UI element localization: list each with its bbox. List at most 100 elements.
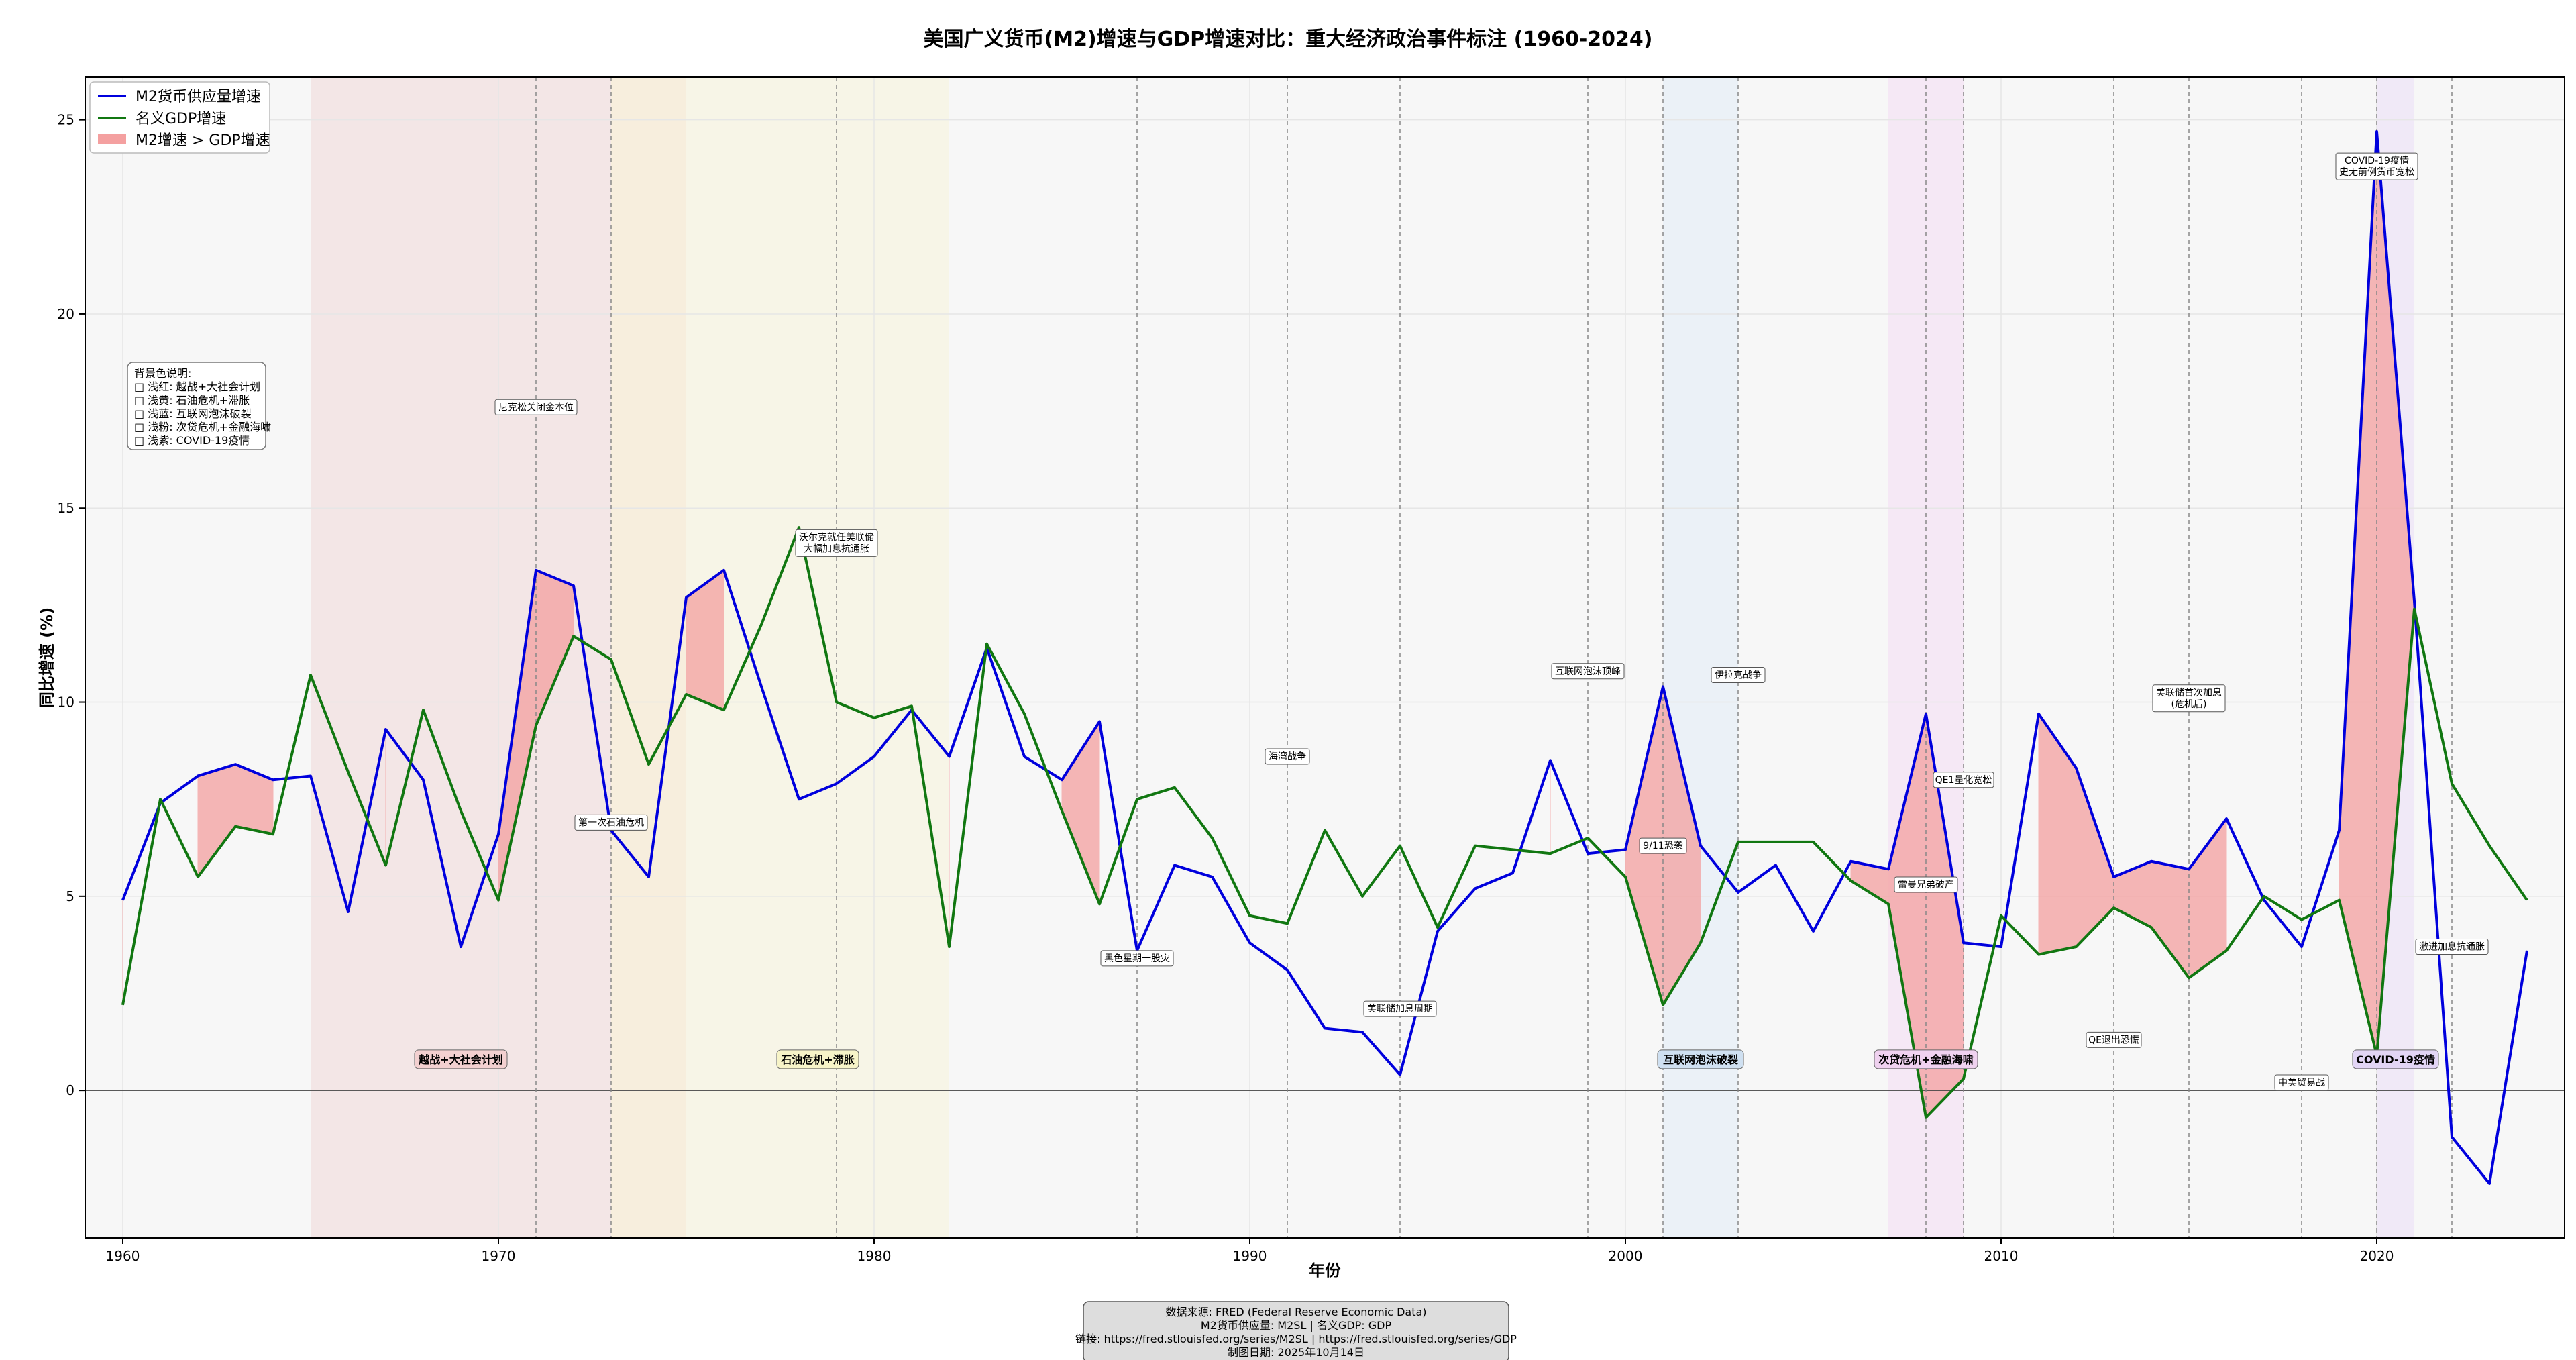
event-label-box xyxy=(494,399,578,415)
y-tick-label: 0 xyxy=(66,1082,74,1098)
event-label-box xyxy=(2152,684,2226,713)
event-label: 雷曼兄弟破产 xyxy=(1894,876,1958,893)
period-band xyxy=(611,77,686,1238)
period-label: 石油危机+滞胀 xyxy=(776,1049,859,1069)
event-label: 尼克松关闭金本位 xyxy=(494,399,578,415)
event-label-text: 第一次石油危机 xyxy=(578,817,644,828)
event-label: 9/11恐袭 xyxy=(1639,837,1687,854)
event-label-text: COVID-19疫情 xyxy=(2345,156,2409,166)
period-label-box xyxy=(776,1049,859,1069)
background-note-line: 背景色说明: xyxy=(134,367,191,380)
event-label: 伊拉克战争 xyxy=(1711,667,1766,684)
period-label-box xyxy=(414,1049,508,1069)
period-label-box xyxy=(2352,1049,2439,1069)
x-tick-label: 2010 xyxy=(1984,1248,2019,1264)
source-box: 数据来源: FRED (Federal Reserve Economic Dat… xyxy=(1075,1301,1517,1360)
event-label: 第一次石油危机 xyxy=(574,814,648,831)
event-label-text: 尼克松关闭金本位 xyxy=(498,402,574,413)
background-note-line: □ 浅蓝: 互联网泡沫破裂 xyxy=(134,407,252,420)
event-label-text: 互联网泡沫顶峰 xyxy=(1555,666,1621,677)
event-label: 激进加息抗通胀 xyxy=(2415,939,2489,955)
event-label-text: (危机后) xyxy=(2171,699,2207,710)
event-label-box xyxy=(2415,939,2489,955)
period-label-text: 石油危机+滞胀 xyxy=(780,1053,854,1066)
period-label: 次贷危机+金融海啸 xyxy=(1874,1049,1978,1069)
event-label-box xyxy=(1639,837,1687,854)
period-band xyxy=(686,77,949,1238)
event-label: 海湾战争 xyxy=(1265,748,1310,765)
background-note: 背景色说明: □ 浅红: 越战+大社会计划 □ 浅黄: 石油危机+滞胀 □ 浅蓝… xyxy=(127,362,271,450)
event-label: QE退出恐慌 xyxy=(2086,1031,2142,1048)
event-label: 中美贸易战 xyxy=(2274,1074,2329,1091)
period-label-box xyxy=(1657,1049,1744,1069)
y-tick-label: 10 xyxy=(58,694,74,711)
event-label-text: 大幅加息抗通胀 xyxy=(804,543,869,554)
event-label-box xyxy=(1363,1000,1437,1017)
chart-title: 美国广义货币(M2)增速与GDP增速对比：重大经济政治事件标注 (1960-20… xyxy=(924,28,1653,51)
event-label: QE1量化宽松 xyxy=(1933,772,1994,788)
source-line: 数据来源: FRED (Federal Reserve Economic Dat… xyxy=(1165,1306,1426,1318)
period-label-text: COVID-19疫情 xyxy=(2356,1053,2435,1066)
background-note-line: □ 浅紫: COVID-19疫情 xyxy=(134,434,250,447)
y-tick-label: 5 xyxy=(66,888,74,904)
x-tick-label: 1980 xyxy=(857,1248,892,1264)
y-tick-label: 15 xyxy=(58,500,74,516)
event-label-box xyxy=(1894,876,1958,893)
background-note-line: □ 浅粉: 次贷危机+金融海啸 xyxy=(134,421,271,433)
legend: M2货币供应量增速 名义GDP增速 M2增速 > GDP增速 xyxy=(89,81,270,154)
event-label-box xyxy=(2335,152,2418,180)
period-label-box xyxy=(1874,1049,1978,1069)
event-label-text: 美联储加息周期 xyxy=(1367,1003,1433,1014)
background-note-line: □ 浅红: 越战+大社会计划 xyxy=(134,380,260,393)
event-label-text: QE1量化宽松 xyxy=(1935,774,1992,786)
x-axis-title: 年份 xyxy=(1309,1261,1342,1280)
event-label-text: 伊拉克战争 xyxy=(1715,670,1762,681)
period-band xyxy=(1663,77,1738,1238)
source-line: 制图日期: 2025年10月14日 xyxy=(1228,1346,1364,1359)
event-label-box xyxy=(1711,667,1766,684)
y-tick-label: 25 xyxy=(58,112,74,128)
event-label-box xyxy=(2274,1074,2329,1091)
source-box-frame xyxy=(1083,1301,1509,1360)
period-label: COVID-19疫情 xyxy=(2352,1049,2439,1069)
event-label-box xyxy=(795,529,878,557)
background-note-box xyxy=(127,362,266,450)
legend-gdp-label: 名义GDP增速 xyxy=(136,111,226,127)
event-label-box xyxy=(574,814,648,831)
period-label-text: 互联网泡沫破裂 xyxy=(1663,1053,1738,1066)
gdp-line xyxy=(121,526,2528,1119)
source-line: 链接: https://fred.stlouisfed.org/series/M… xyxy=(1075,1332,1517,1345)
period-label-text: 次贷危机+金融海啸 xyxy=(1878,1053,1973,1066)
x-tick-label: 2000 xyxy=(1609,1248,1643,1264)
period-label: 越战+大社会计划 xyxy=(414,1049,508,1069)
event-label-text: QE退出恐慌 xyxy=(2088,1035,2139,1045)
legend-fill-swatch xyxy=(98,134,126,144)
event-label-text: 海湾战争 xyxy=(1269,751,1306,762)
plot-frame xyxy=(85,76,2565,1239)
event-label-box xyxy=(1100,950,1174,967)
event-label-box xyxy=(1265,748,1310,765)
source-line: M2货币供应量: M2SL | 名义GDP: GDP xyxy=(1201,1319,1392,1332)
legend-m2-label: M2货币供应量增速 xyxy=(136,89,261,105)
event-label: 美联储首次加息(危机后) xyxy=(2152,684,2226,713)
legend-fill-label: M2增速 > GDP增速 xyxy=(136,132,270,149)
event-label-box xyxy=(2086,1031,2142,1048)
event-label-text: 中美贸易战 xyxy=(2278,1078,2325,1088)
period-label-text: 越战+大社会计划 xyxy=(418,1053,502,1066)
period-label: 互联网泡沫破裂 xyxy=(1657,1049,1744,1069)
event-label-text: 美联储首次加息 xyxy=(2156,687,2222,698)
x-tick-label: 1960 xyxy=(106,1248,140,1264)
event-label-text: 黑色星期一股灾 xyxy=(1104,953,1170,964)
y-tick-label: 20 xyxy=(58,306,74,322)
event-label-box xyxy=(1551,663,1625,680)
background-note-line: □ 浅黄: 石油危机+滞胀 xyxy=(134,394,250,407)
x-tick-label: 1990 xyxy=(1233,1248,1267,1264)
m2-line xyxy=(121,130,2528,1185)
event-label: 互联网泡沫顶峰 xyxy=(1551,663,1625,680)
event-label-text: 沃尔克就任美联储 xyxy=(799,532,874,543)
x-tick-label: 1970 xyxy=(482,1248,516,1264)
x-tick-label: 2020 xyxy=(2360,1248,2394,1264)
y-axis-title: 同比增速 (%) xyxy=(38,607,56,708)
event-label: 美联储加息周期 xyxy=(1363,1000,1437,1017)
